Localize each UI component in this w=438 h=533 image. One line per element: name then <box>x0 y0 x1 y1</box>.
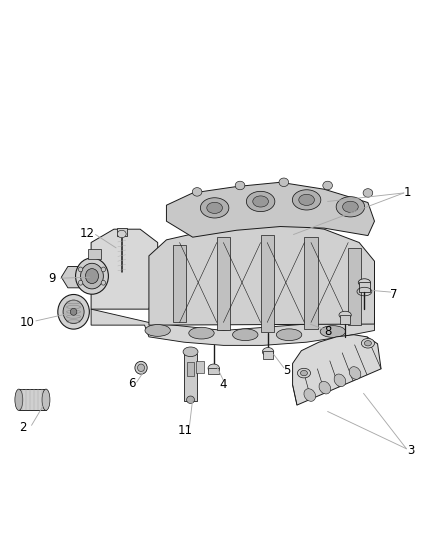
Ellipse shape <box>300 370 307 376</box>
Ellipse shape <box>78 267 83 272</box>
Polygon shape <box>61 266 91 288</box>
Text: 2: 2 <box>19 421 27 434</box>
Bar <box>340 315 350 324</box>
Bar <box>359 282 370 292</box>
Text: 5: 5 <box>283 364 290 377</box>
Ellipse shape <box>343 201 358 212</box>
Text: 12: 12 <box>80 227 95 240</box>
Ellipse shape <box>253 196 268 207</box>
Bar <box>208 368 219 374</box>
Ellipse shape <box>15 389 23 410</box>
Polygon shape <box>166 182 374 237</box>
Polygon shape <box>293 335 381 405</box>
Ellipse shape <box>200 198 229 218</box>
Ellipse shape <box>304 389 316 401</box>
Ellipse shape <box>319 382 331 394</box>
Ellipse shape <box>358 279 371 286</box>
Ellipse shape <box>262 348 274 356</box>
Bar <box>196 361 204 373</box>
Ellipse shape <box>364 341 371 346</box>
Ellipse shape <box>117 230 126 238</box>
Ellipse shape <box>336 197 364 217</box>
Text: 6: 6 <box>128 377 136 390</box>
Ellipse shape <box>339 311 351 319</box>
Polygon shape <box>173 245 186 322</box>
Ellipse shape <box>58 294 89 329</box>
Ellipse shape <box>349 367 361 379</box>
Text: 1: 1 <box>403 187 411 199</box>
Polygon shape <box>91 309 374 345</box>
Ellipse shape <box>42 389 50 410</box>
Ellipse shape <box>279 178 289 187</box>
Ellipse shape <box>207 203 223 213</box>
Polygon shape <box>348 248 361 325</box>
Ellipse shape <box>138 364 145 372</box>
Bar <box>19 389 46 410</box>
Text: 4: 4 <box>219 378 227 391</box>
Text: 8: 8 <box>324 325 331 338</box>
Text: 10: 10 <box>20 316 35 329</box>
Bar <box>263 351 273 359</box>
Ellipse shape <box>85 269 99 284</box>
Bar <box>184 354 197 401</box>
Polygon shape <box>304 237 318 329</box>
Ellipse shape <box>323 181 332 190</box>
Ellipse shape <box>75 258 108 294</box>
Text: 7: 7 <box>390 288 398 301</box>
Ellipse shape <box>299 195 314 205</box>
Polygon shape <box>91 229 158 309</box>
Ellipse shape <box>363 189 373 197</box>
Text: 9: 9 <box>48 272 56 285</box>
Ellipse shape <box>81 263 103 289</box>
Ellipse shape <box>145 325 170 336</box>
Ellipse shape <box>361 338 374 348</box>
Ellipse shape <box>183 347 198 357</box>
Ellipse shape <box>135 361 147 374</box>
Ellipse shape <box>187 396 194 403</box>
Ellipse shape <box>101 267 106 272</box>
Ellipse shape <box>192 188 202 196</box>
Ellipse shape <box>189 327 214 339</box>
Ellipse shape <box>246 191 275 212</box>
Text: 3: 3 <box>407 444 414 457</box>
Ellipse shape <box>63 300 84 324</box>
Polygon shape <box>261 235 274 332</box>
Ellipse shape <box>334 374 346 386</box>
Ellipse shape <box>320 326 346 337</box>
Ellipse shape <box>78 280 83 285</box>
Bar <box>88 249 101 259</box>
Ellipse shape <box>233 329 258 341</box>
Ellipse shape <box>101 280 106 285</box>
Ellipse shape <box>292 190 321 210</box>
Text: 11: 11 <box>177 424 192 437</box>
Ellipse shape <box>70 308 77 315</box>
Polygon shape <box>217 237 230 330</box>
Bar <box>187 362 194 376</box>
Ellipse shape <box>235 181 245 190</box>
Polygon shape <box>149 224 374 325</box>
Bar <box>117 228 127 236</box>
Ellipse shape <box>276 329 302 341</box>
Ellipse shape <box>208 364 219 373</box>
Ellipse shape <box>297 368 311 378</box>
